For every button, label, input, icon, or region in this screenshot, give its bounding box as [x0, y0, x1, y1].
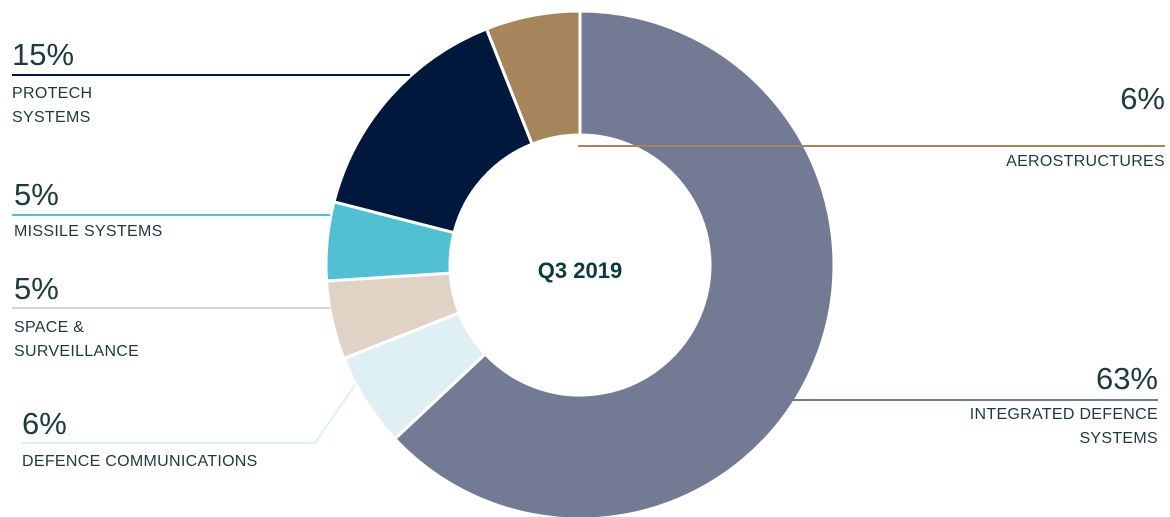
- value-label: 5%: [14, 271, 59, 306]
- category-label: MISSILE SYSTEMS: [14, 223, 163, 240]
- category-label: PROTECH SYSTEMS: [12, 85, 93, 126]
- center-label: Q3 2019: [538, 258, 622, 283]
- category-label: SPACE & SURVEILLANCE: [14, 319, 140, 360]
- value-label: 5%: [14, 177, 59, 212]
- donut-segment: [484, 9, 582, 147]
- value-label: 6%: [22, 406, 67, 441]
- value-label: 63%: [1095, 361, 1158, 396]
- category-label: INTEGRATED DEFENCE SYSTEMS: [969, 406, 1158, 447]
- category-label: AEROSTRUCTURES: [1006, 153, 1165, 170]
- value-label: 15%: [12, 37, 75, 72]
- value-label: 6%: [1120, 81, 1165, 116]
- donut-segment: [392, 9, 836, 517]
- category-label: DEFENCE COMMUNICATIONS: [22, 453, 258, 470]
- leader-line: [22, 384, 356, 444]
- donut-segment: [332, 26, 535, 235]
